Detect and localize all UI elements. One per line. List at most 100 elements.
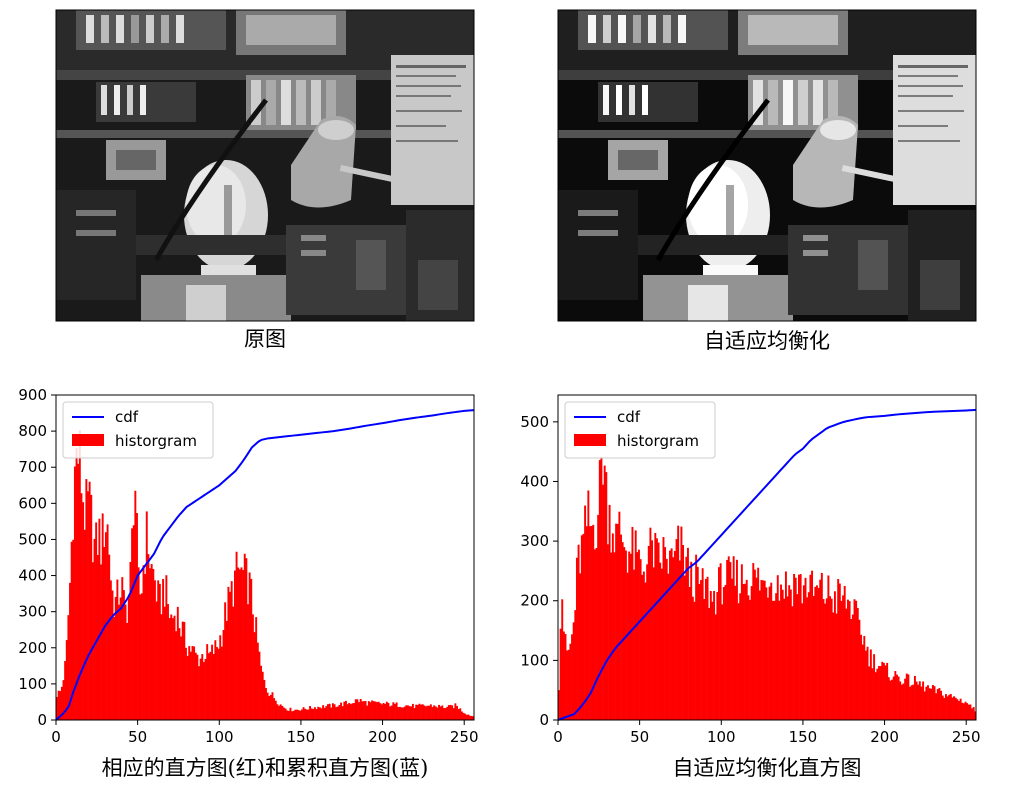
x-tick-label: 100 xyxy=(205,728,234,746)
histogram-bar xyxy=(116,579,119,720)
histogram-bar xyxy=(946,696,949,720)
histogram-bar xyxy=(716,592,719,720)
histogram-bar xyxy=(132,525,135,720)
histogram-bars xyxy=(558,456,977,720)
legend-hist-swatch xyxy=(574,434,606,446)
histogram-bar xyxy=(830,598,833,720)
histogram-bar xyxy=(910,685,913,720)
histogram-bar xyxy=(420,704,423,720)
histogram-bar xyxy=(456,705,458,720)
y-axis: 0 100 200 300 400 500 xyxy=(520,413,558,729)
x-tick-label: 50 xyxy=(630,728,649,746)
histogram-bar xyxy=(618,511,621,720)
histogram-bar xyxy=(735,559,738,720)
histogram-bar xyxy=(351,703,354,720)
histogram-bar xyxy=(379,703,382,720)
histogram-bar xyxy=(452,708,455,720)
histogram-bar xyxy=(313,707,316,720)
histogram-bar xyxy=(343,701,346,720)
histogram-bar xyxy=(616,523,619,720)
histogram-bar xyxy=(317,706,320,720)
histogram-bar xyxy=(248,572,251,720)
x-tick-label: 200 xyxy=(368,728,397,746)
histogram-bar xyxy=(801,603,804,720)
histogram-bar xyxy=(181,621,184,720)
histogram-bar xyxy=(863,635,866,720)
histogram-bar xyxy=(569,643,572,720)
histogram-bar xyxy=(608,504,611,720)
histogram-bar xyxy=(95,522,98,720)
histogram-bar xyxy=(173,615,176,720)
histogram-bar xyxy=(358,702,360,720)
histogram-bar xyxy=(775,593,778,720)
histogram-bar xyxy=(726,559,729,720)
histogram-bar xyxy=(855,600,858,720)
histogram-bar xyxy=(791,606,794,720)
histogram-bar xyxy=(971,708,974,720)
histogram-bar xyxy=(887,677,890,720)
histogram-bar xyxy=(69,582,71,720)
x-tick-label: 100 xyxy=(707,728,736,746)
histogram-bar xyxy=(98,518,101,720)
histogram-bar xyxy=(811,570,814,720)
histogram-bar xyxy=(610,552,613,720)
histogram-bar xyxy=(186,655,189,720)
histogram-bar xyxy=(291,711,294,720)
histogram-bar xyxy=(230,581,233,720)
histogram-bar xyxy=(451,705,454,720)
histogram-bar xyxy=(845,608,848,720)
histogram-bar xyxy=(585,526,588,720)
histogram-bar xyxy=(307,709,310,720)
histogram-bar xyxy=(843,585,846,720)
histogram-bar xyxy=(636,552,639,720)
histogram-bar xyxy=(959,698,962,720)
histogram-bar xyxy=(704,579,707,720)
histogram-bar xyxy=(315,709,318,720)
histogram-bar xyxy=(798,574,800,720)
histogram-bar xyxy=(469,715,472,720)
histogram-bar xyxy=(729,562,732,720)
histogram-bar xyxy=(75,448,78,720)
histogram-bar xyxy=(472,716,475,720)
histogram-bar xyxy=(287,710,290,720)
histogram-bar xyxy=(292,710,295,720)
histogram-bar xyxy=(905,673,908,720)
histogram-bar xyxy=(162,579,165,720)
histogram-bar xyxy=(722,587,725,720)
histogram-bar xyxy=(928,688,931,720)
histogram-bar xyxy=(361,701,364,720)
histogram-bar xyxy=(165,575,168,720)
histogram-bar xyxy=(340,702,343,720)
histogram-bar xyxy=(593,549,596,720)
histogram-bar xyxy=(644,582,647,720)
histogram-bar xyxy=(416,704,419,720)
histogram-bar xyxy=(631,526,634,720)
histogram-bar xyxy=(786,596,789,720)
histogram-bar xyxy=(628,551,631,720)
histogram-bar xyxy=(60,686,63,720)
histogram-bar xyxy=(109,580,112,720)
histogram-bar xyxy=(974,711,977,720)
histogram-bar xyxy=(82,502,85,720)
histogram-bar xyxy=(171,618,174,720)
histogram-bar xyxy=(258,651,261,720)
histogram-bar xyxy=(951,697,954,720)
y-tick-label: 300 xyxy=(18,603,47,621)
y-tick-label: 100 xyxy=(18,675,47,693)
histogram-bar xyxy=(238,569,241,720)
histogram-bar xyxy=(958,700,960,720)
histogram-bar xyxy=(724,584,727,720)
histogram-bar xyxy=(118,604,120,720)
histogram-bar xyxy=(139,594,142,720)
cdf-line xyxy=(557,408,977,721)
histogram-bar xyxy=(144,573,147,720)
histogram-bar xyxy=(737,603,740,720)
histogram-bar xyxy=(807,592,810,720)
histogram-bar xyxy=(595,548,598,720)
histogram-bar xyxy=(882,662,885,720)
histogram-bar xyxy=(142,565,145,720)
histogram-bar xyxy=(211,644,214,720)
histogram-bar xyxy=(938,688,941,720)
histogram-bar xyxy=(714,614,717,720)
histogram-bar xyxy=(892,676,895,720)
